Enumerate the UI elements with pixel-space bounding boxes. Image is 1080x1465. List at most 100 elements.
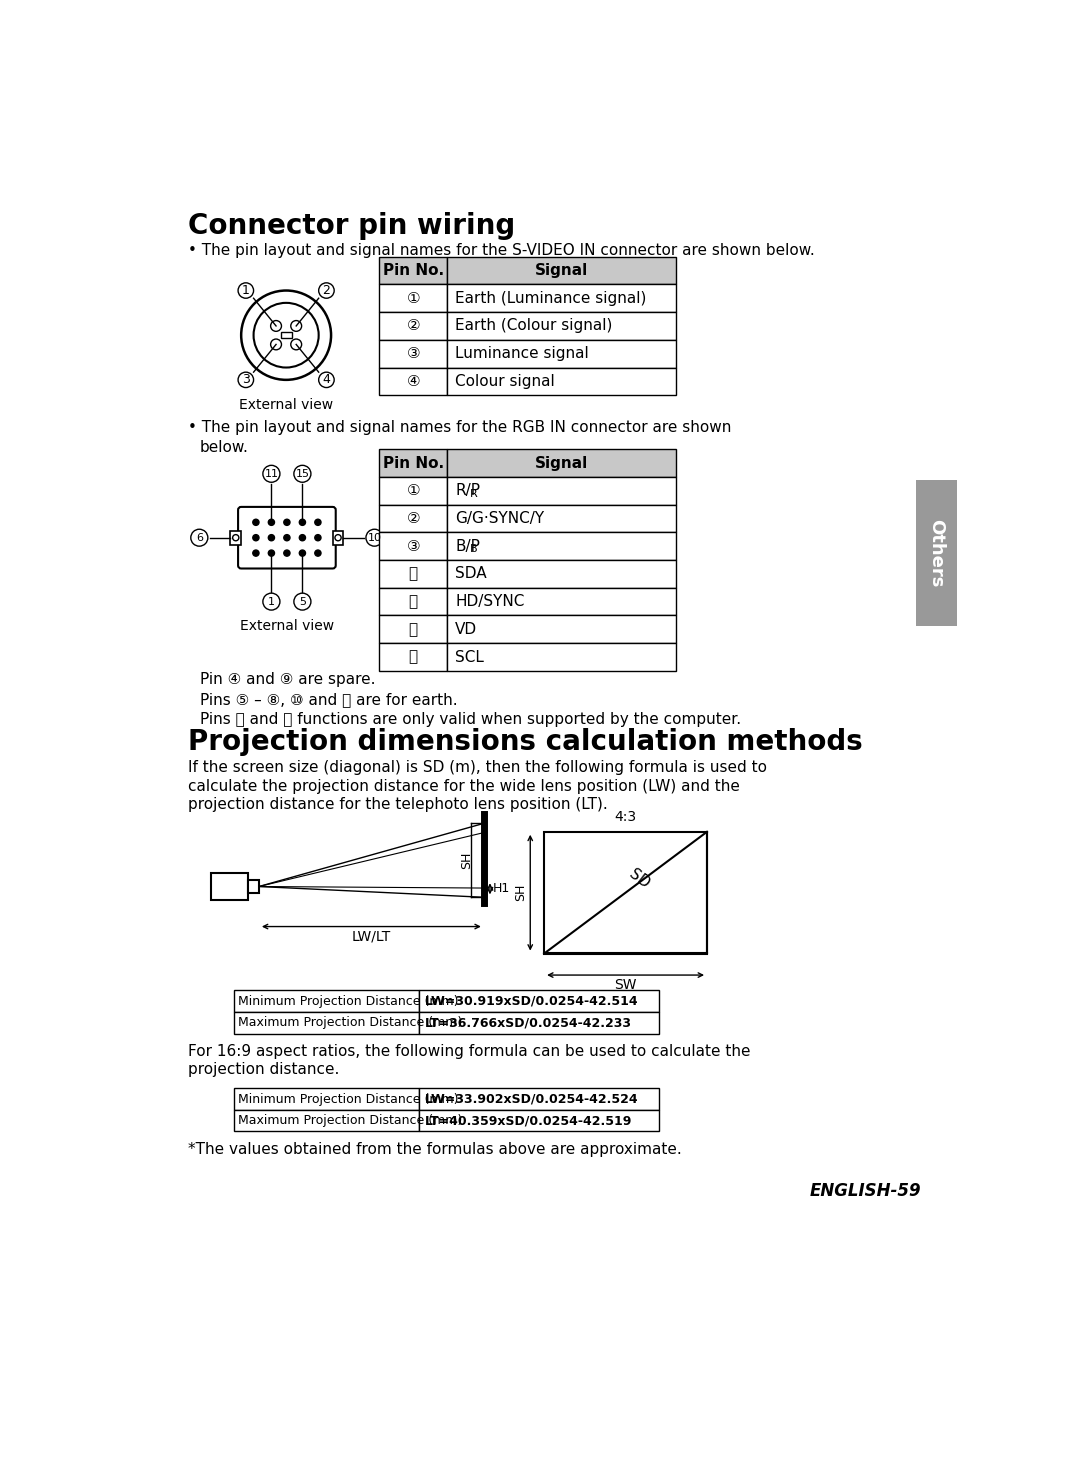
Text: SH: SH xyxy=(514,883,527,901)
Circle shape xyxy=(284,549,291,557)
Text: 15: 15 xyxy=(296,469,309,479)
Text: *The values obtained from the formulas above are approximate.: *The values obtained from the formulas a… xyxy=(188,1143,681,1157)
Text: B/P: B/P xyxy=(455,539,480,554)
Text: ⑬: ⑬ xyxy=(408,595,418,609)
Bar xyxy=(379,284,447,312)
Bar xyxy=(234,990,419,1012)
Text: ②: ② xyxy=(406,318,420,334)
Text: projection distance.: projection distance. xyxy=(188,1062,339,1077)
Circle shape xyxy=(314,549,321,557)
Text: Maximum Projection Distance (mm): Maximum Projection Distance (mm) xyxy=(238,1017,462,1030)
Text: VD: VD xyxy=(455,621,477,637)
Text: 6: 6 xyxy=(195,533,203,542)
Circle shape xyxy=(284,535,291,541)
Text: Signal: Signal xyxy=(535,456,589,470)
Text: Pin ④ and ⑨ are spare.: Pin ④ and ⑨ are spare. xyxy=(200,672,376,687)
Bar xyxy=(447,643,676,671)
Bar xyxy=(419,1012,659,1034)
Text: G/G·SYNC/Y: G/G·SYNC/Y xyxy=(455,511,544,526)
Bar xyxy=(234,1012,419,1034)
Bar xyxy=(379,532,447,560)
Text: Signal: Signal xyxy=(535,264,589,278)
Text: 4:3: 4:3 xyxy=(615,810,636,825)
Text: SH: SH xyxy=(460,851,473,869)
Text: ②: ② xyxy=(406,511,420,526)
Text: SD: SD xyxy=(626,866,652,891)
Text: External view: External view xyxy=(240,620,334,633)
Text: ①: ① xyxy=(406,290,420,306)
Text: ④: ④ xyxy=(406,374,420,388)
Text: For 16:9 aspect ratios, the following formula can be used to calculate the: For 16:9 aspect ratios, the following fo… xyxy=(188,1043,751,1059)
Bar xyxy=(234,1088,419,1110)
Text: Pins ⑫ and ⑮ functions are only valid when supported by the computer.: Pins ⑫ and ⑮ functions are only valid wh… xyxy=(200,712,741,728)
Bar xyxy=(379,368,447,396)
Text: Earth (Colour signal): Earth (Colour signal) xyxy=(455,318,612,334)
Text: Luminance signal: Luminance signal xyxy=(455,346,589,362)
Text: Colour signal: Colour signal xyxy=(455,374,555,388)
Bar xyxy=(248,880,259,892)
Bar xyxy=(379,340,447,368)
Bar xyxy=(447,478,676,504)
Text: LW/LT: LW/LT xyxy=(352,930,391,943)
Text: 11: 11 xyxy=(265,469,279,479)
Text: ③: ③ xyxy=(406,346,420,362)
Text: 5: 5 xyxy=(299,596,306,607)
Bar xyxy=(230,530,241,545)
Bar xyxy=(419,990,659,1012)
Circle shape xyxy=(253,535,259,541)
Bar xyxy=(447,256,676,284)
Circle shape xyxy=(253,549,259,557)
Text: ⑮: ⑮ xyxy=(408,649,418,665)
Text: SW: SW xyxy=(615,979,637,992)
Bar xyxy=(333,530,343,545)
FancyBboxPatch shape xyxy=(238,507,336,568)
Bar xyxy=(379,256,447,284)
Bar xyxy=(379,312,447,340)
Circle shape xyxy=(314,535,321,541)
Text: LW=30.919xSD/0.0254-42.514: LW=30.919xSD/0.0254-42.514 xyxy=(424,995,638,1008)
Bar xyxy=(447,284,676,312)
Text: Projection dimensions calculation methods: Projection dimensions calculation method… xyxy=(188,728,863,756)
Bar xyxy=(447,504,676,532)
Bar xyxy=(379,587,447,615)
Text: below.: below. xyxy=(200,440,249,456)
Bar xyxy=(211,873,248,901)
Text: ③: ③ xyxy=(406,539,420,554)
Bar xyxy=(234,1110,419,1131)
Bar xyxy=(379,478,447,504)
Bar xyxy=(379,560,447,587)
Text: B: B xyxy=(470,545,477,554)
Text: • The pin layout and signal names for the S-VIDEO IN connector are shown below.: • The pin layout and signal names for th… xyxy=(188,243,814,258)
Text: ⑭: ⑭ xyxy=(408,621,418,637)
Text: Others: Others xyxy=(928,519,945,587)
Text: Earth (Luminance signal): Earth (Luminance signal) xyxy=(455,290,647,306)
Text: Pin No.: Pin No. xyxy=(382,456,444,470)
Text: SDA: SDA xyxy=(455,567,487,582)
Text: projection distance for the telephoto lens position (LT).: projection distance for the telephoto le… xyxy=(188,797,607,812)
Text: 3: 3 xyxy=(242,374,249,387)
Text: R: R xyxy=(470,489,478,498)
Bar xyxy=(447,615,676,643)
Bar xyxy=(447,368,676,396)
Circle shape xyxy=(314,519,321,526)
Text: LT=40.359xSD/0.0254-42.519: LT=40.359xSD/0.0254-42.519 xyxy=(424,1113,632,1127)
Text: Pin No.: Pin No. xyxy=(382,264,444,278)
Bar xyxy=(447,587,676,615)
Text: H1: H1 xyxy=(492,882,510,895)
Text: 1: 1 xyxy=(268,596,275,607)
Text: 4: 4 xyxy=(323,374,330,387)
Bar xyxy=(379,643,447,671)
Bar xyxy=(379,504,447,532)
Bar xyxy=(379,615,447,643)
Text: ENGLISH-59: ENGLISH-59 xyxy=(809,1182,921,1200)
Circle shape xyxy=(299,519,306,526)
Bar xyxy=(281,333,292,338)
Text: calculate the projection distance for the wide lens position (LW) and the: calculate the projection distance for th… xyxy=(188,779,740,794)
Bar xyxy=(447,560,676,587)
Circle shape xyxy=(268,519,274,526)
Text: 1: 1 xyxy=(242,284,249,297)
Bar xyxy=(447,312,676,340)
Circle shape xyxy=(268,535,274,541)
Circle shape xyxy=(299,535,306,541)
Text: 10: 10 xyxy=(367,533,381,542)
